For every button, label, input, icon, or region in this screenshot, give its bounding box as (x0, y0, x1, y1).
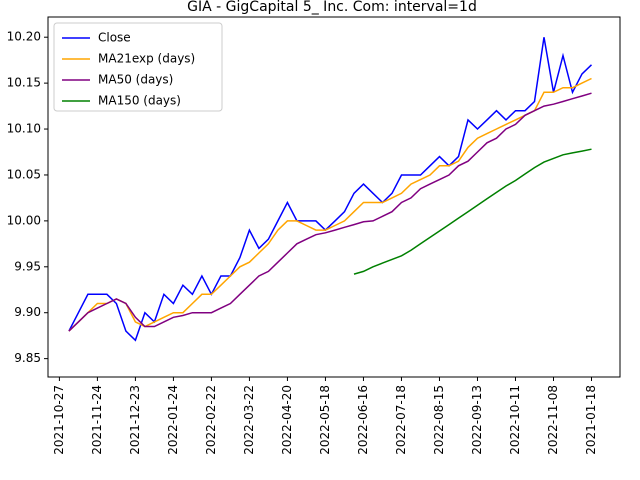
y-tick-label: 10.00 (7, 213, 41, 227)
x-tick-label: 2022-11-08 (546, 385, 560, 455)
y-tick-label: 9.95 (14, 259, 41, 273)
x-tick-label: 2022-07-18 (394, 385, 408, 455)
x-tick-label: 2022-01-24 (166, 385, 180, 455)
x-tick-label: 2022-05-18 (318, 385, 332, 455)
legend-label: MA150 (days) (98, 94, 181, 108)
x-tick-label: 2022-08-15 (432, 385, 446, 455)
chart-title: GIA - GigCapital 5_ Inc. Com: interval=1… (187, 0, 477, 15)
series-line (68, 77, 592, 332)
axes-frame (47, 16, 621, 378)
x-tick-label: 2022-06-16 (356, 385, 370, 455)
series-line (353, 148, 592, 275)
series-line (68, 37, 593, 342)
x-tick-label: 2021-10-27 (52, 385, 66, 455)
y-tick-label: 10.10 (7, 122, 41, 136)
x-tick-label: 2021-01-18 (584, 385, 598, 455)
legend-box (53, 22, 223, 112)
legend-label: MA50 (days) (98, 73, 173, 87)
y-tick-label: 10.15 (7, 76, 41, 90)
x-tick-label: 2022-03-22 (242, 385, 256, 455)
legend-label: Close (98, 31, 131, 45)
y-tick-label: 10.05 (7, 167, 41, 181)
x-tick-label: 2022-04-20 (280, 385, 294, 455)
x-tick-label: 2021-12-23 (128, 385, 142, 455)
series-line (68, 92, 592, 332)
y-tick-label: 9.85 (14, 351, 41, 365)
y-tick-label: 9.90 (14, 305, 41, 319)
x-tick-label: 2021-11-24 (90, 385, 104, 455)
y-tick-label: 10.20 (7, 30, 41, 44)
x-tick-label: 2022-02-22 (204, 385, 218, 455)
x-tick-label: 2022-10-11 (508, 385, 522, 455)
x-tick-label: 2022-09-13 (470, 385, 484, 455)
legend-label: MA21exp (days) (98, 52, 195, 66)
